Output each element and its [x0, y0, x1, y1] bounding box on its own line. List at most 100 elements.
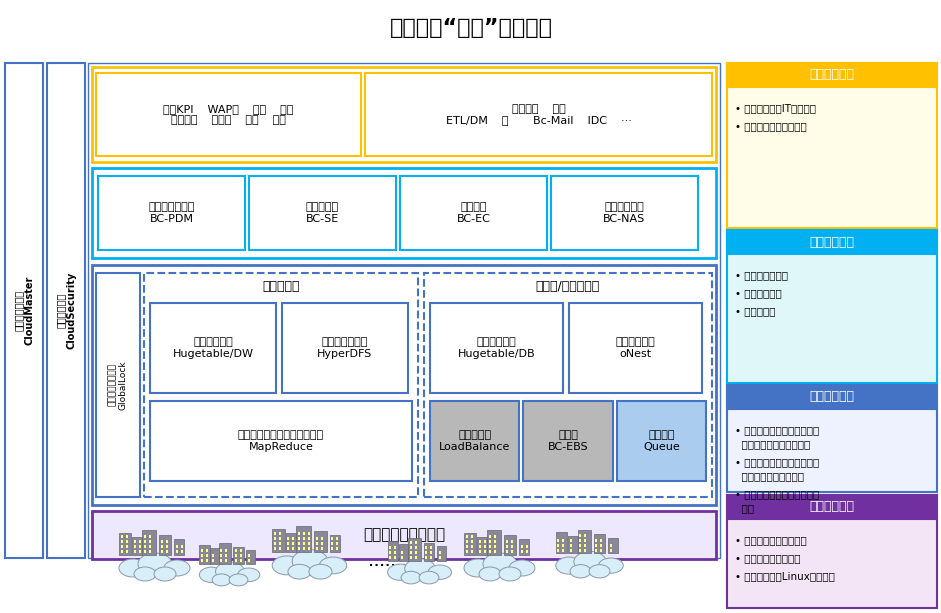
Bar — [425, 551, 427, 554]
Bar — [121, 545, 123, 548]
Bar — [570, 544, 572, 547]
Bar — [126, 550, 128, 553]
Ellipse shape — [154, 567, 176, 581]
Bar — [225, 554, 227, 557]
Ellipse shape — [464, 559, 492, 577]
Ellipse shape — [319, 557, 346, 574]
Bar — [477, 537, 487, 555]
Bar — [235, 559, 237, 562]
Bar — [166, 545, 168, 548]
Bar — [211, 549, 219, 564]
Ellipse shape — [292, 550, 327, 573]
Bar — [206, 549, 208, 552]
Bar — [562, 544, 564, 547]
Bar — [489, 545, 491, 548]
Ellipse shape — [589, 565, 610, 578]
Bar — [504, 535, 516, 555]
Ellipse shape — [215, 562, 245, 581]
Text: 负载均衡器
LoadBalance: 负载均衡器 LoadBalance — [439, 430, 510, 452]
Ellipse shape — [401, 571, 421, 584]
Bar — [298, 542, 300, 545]
Bar — [220, 559, 222, 562]
Bar — [134, 545, 136, 548]
Text: 虚拟资源、物理资源: 虚拟资源、物理资源 — [363, 528, 445, 543]
Bar — [579, 534, 581, 537]
Bar — [401, 551, 403, 554]
Bar — [161, 550, 163, 553]
Bar — [292, 542, 294, 545]
Ellipse shape — [272, 556, 302, 575]
Bar — [570, 549, 572, 552]
Bar — [410, 546, 412, 549]
Bar — [303, 547, 305, 550]
Bar — [279, 547, 281, 550]
Bar — [365, 73, 712, 156]
Text: • 物理资源及管理系统: • 物理资源及管理系统 — [735, 553, 801, 563]
Bar — [584, 539, 586, 542]
Bar — [523, 401, 613, 481]
Bar — [121, 535, 123, 538]
Bar — [471, 535, 473, 538]
Bar — [201, 554, 203, 557]
Bar — [494, 545, 496, 548]
Bar — [410, 541, 412, 544]
Bar — [519, 539, 529, 555]
Bar — [279, 542, 281, 545]
Bar — [570, 539, 572, 542]
Ellipse shape — [509, 560, 535, 576]
Bar — [526, 545, 528, 548]
Bar — [282, 303, 408, 393]
Bar — [166, 540, 168, 543]
Bar — [330, 535, 341, 552]
Bar — [235, 549, 237, 552]
Bar — [303, 532, 305, 535]
Bar — [174, 539, 184, 555]
Ellipse shape — [288, 565, 311, 579]
Bar — [415, 541, 417, 544]
Bar — [149, 535, 151, 538]
Bar — [616, 401, 706, 481]
Bar — [466, 535, 468, 538]
Bar — [235, 554, 237, 557]
Text: 交易型数据库
Hugetable/DB: 交易型数据库 Hugetable/DB — [457, 337, 535, 359]
Bar — [88, 63, 720, 558]
Bar — [316, 537, 318, 540]
Bar — [98, 176, 245, 250]
Bar — [489, 540, 491, 543]
Bar — [727, 230, 937, 383]
Bar — [584, 544, 586, 547]
Bar — [96, 73, 361, 156]
Bar — [727, 63, 937, 87]
Bar — [279, 537, 281, 540]
Ellipse shape — [570, 565, 591, 578]
Text: 中国移动“大云”体系架构: 中国移动“大云”体系架构 — [390, 18, 552, 38]
Bar — [336, 542, 338, 545]
Bar — [321, 547, 323, 550]
Bar — [464, 533, 476, 555]
Text: 并行任务调度系统和开发环境
MapReduce: 并行任务调度系统和开发环境 MapReduce — [238, 430, 324, 452]
Ellipse shape — [428, 565, 452, 579]
Text: 云计算平台层: 云计算平台层 — [809, 390, 854, 403]
Text: • 前台交易型应用运行平台：: • 前台交易型应用运行平台： — [735, 457, 820, 467]
Bar — [600, 544, 602, 547]
Ellipse shape — [483, 553, 517, 575]
Bar — [511, 545, 513, 548]
Bar — [272, 528, 285, 552]
Bar — [424, 273, 712, 497]
Ellipse shape — [405, 558, 436, 579]
Ellipse shape — [212, 574, 231, 586]
Bar — [438, 546, 446, 560]
Bar — [225, 559, 227, 562]
Bar — [321, 542, 323, 545]
Bar — [331, 542, 333, 545]
Bar — [487, 530, 501, 555]
Bar — [471, 550, 473, 553]
Bar — [240, 559, 242, 562]
Ellipse shape — [556, 557, 582, 574]
Text: 分析型平台: 分析型平台 — [263, 281, 300, 294]
Bar — [430, 556, 432, 559]
Bar — [557, 544, 559, 547]
Bar — [298, 547, 300, 550]
Bar — [578, 530, 591, 554]
Bar — [166, 550, 168, 553]
